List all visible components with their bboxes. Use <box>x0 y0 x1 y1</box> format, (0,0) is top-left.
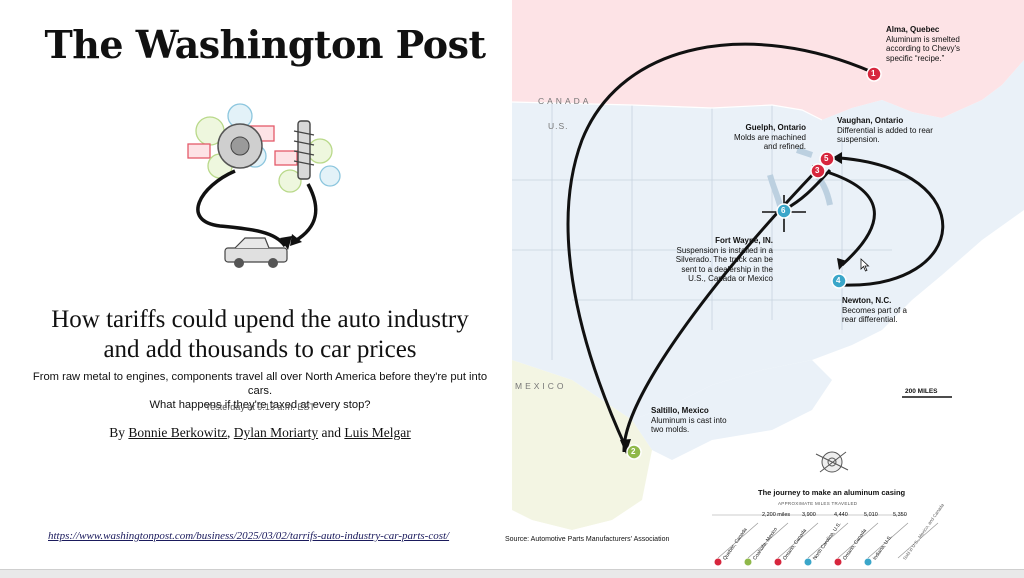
journey-miles-3: 4,440 <box>834 512 848 518</box>
journey-dot-5 <box>834 558 842 566</box>
stop-number-1: 1 <box>871 69 876 78</box>
stop-desc-6: Suspension is installed in a Silverado. … <box>675 245 773 284</box>
source-url-link[interactable]: https://www.washingtonpost.com/business/… <box>48 530 450 542</box>
stop-number-3: 3 <box>815 166 820 175</box>
journey-miles-5: 5,350 <box>893 512 907 518</box>
journey-dot-3 <box>774 558 782 566</box>
dek-line-1: From raw metal to engines, components tr… <box>32 371 488 397</box>
journey-dot-1 <box>714 558 722 566</box>
journey-dot-4 <box>804 558 812 566</box>
stop-desc-4: Becomes part of a rear differential. <box>842 305 907 325</box>
journey-miles-2: 3,900 <box>802 512 816 518</box>
journey-dot-2 <box>744 558 752 566</box>
headline-line-2: and add thousands to car prices <box>103 336 417 363</box>
byline-and: and <box>321 425 341 440</box>
author-link-2[interactable]: Dylan Moriarty <box>233 425 319 440</box>
stop-marker-6[interactable] <box>776 203 792 219</box>
stop-marker-2[interactable] <box>626 444 642 460</box>
stop-label-6: Fort Wayne, IN. Suspension is installed … <box>673 236 773 284</box>
stop-marker-5[interactable] <box>819 151 835 167</box>
stop-desc-5: Differential is added to rear suspension… <box>837 125 933 145</box>
headline-line-1: How tariffs could upend the auto industr… <box>51 306 469 333</box>
masthead-logo[interactable]: The Washington Post <box>44 22 486 67</box>
stop-desc-2: Aluminum is cast into two molds. <box>651 415 727 435</box>
stop-title-3: Guelph, Ontario <box>745 123 806 132</box>
journey-dot-6 <box>864 558 872 566</box>
stop-title-1: Alma, Quebec <box>886 25 940 34</box>
stop-number-2: 2 <box>631 447 636 456</box>
stop-marker-4[interactable] <box>831 273 847 289</box>
journey-title: The journey to make an aluminum casing <box>758 488 906 497</box>
stop-label-4: Newton, N.C. Becomes part of a rear diff… <box>842 296 922 325</box>
stop-marker-1[interactable] <box>866 66 882 82</box>
hero-illustration <box>187 103 341 268</box>
bottom-bar <box>0 569 1024 578</box>
dek-line-2: What happens if they're taxed at every s… <box>149 399 371 411</box>
stop-number-4: 4 <box>836 276 841 285</box>
stop-title-5: Vaughan, Ontario <box>837 116 904 125</box>
byline: By Bonnie Berkowitz, Dylan Moriarty and … <box>109 425 411 440</box>
stop-desc-1: Aluminum is smelted according to Chevy's… <box>886 34 961 63</box>
mouse-cursor-icon <box>860 258 870 272</box>
journey-subtitle: APPROXIMATE MILES TRAVELED <box>778 501 858 506</box>
stop-title-6: Fort Wayne, IN. <box>715 236 773 245</box>
stop-number-6: 6 <box>781 206 786 215</box>
country-label-canada: CANADA <box>538 96 592 106</box>
article-panel: The Washington Post How tar <box>0 0 505 577</box>
stop-label-1: Alma, Quebec Aluminum is smelted accordi… <box>886 25 976 63</box>
stop-marker-3[interactable] <box>810 163 826 179</box>
stop-title-4: Newton, N.C. <box>842 296 892 305</box>
stop-title-2: Saltillo, Mexico <box>651 406 709 415</box>
country-label-us: U.S. <box>548 121 569 131</box>
country-label-mexico: MEXICO <box>515 381 567 391</box>
journey-miles-1: 2,200 miles <box>762 512 791 518</box>
stop-label-3: Guelph, Ontario Molds are machined and r… <box>728 123 806 152</box>
map-scale-label: 200 MILES <box>905 388 938 395</box>
stop-label-5: Vaughan, Ontario Differential is added t… <box>837 116 933 145</box>
journey-miles-4: 5,010 <box>864 512 878 518</box>
stop-label-2: Saltillo, Mexico Aluminum is cast into t… <box>651 406 731 435</box>
byline-prefix: By <box>109 425 126 440</box>
journey-timeline <box>714 522 939 566</box>
stop-desc-3: Molds are machined and refined. <box>733 132 806 152</box>
author-link-3[interactable]: Luis Melgar <box>344 425 411 440</box>
author-link-1[interactable]: Bonnie Berkowitz <box>128 425 227 440</box>
article-dek: From raw metal to engines, components tr… <box>30 370 490 412</box>
map-source: Source: Automotive Parts Manufacturers' … <box>505 536 670 543</box>
route-map <box>512 0 1024 560</box>
article-timestamp: Yesterday at 9:15 a.m. EST <box>205 402 315 412</box>
page-title: How tariffs could upend the auto industr… <box>0 305 520 365</box>
stop-number-5: 5 <box>824 154 829 163</box>
